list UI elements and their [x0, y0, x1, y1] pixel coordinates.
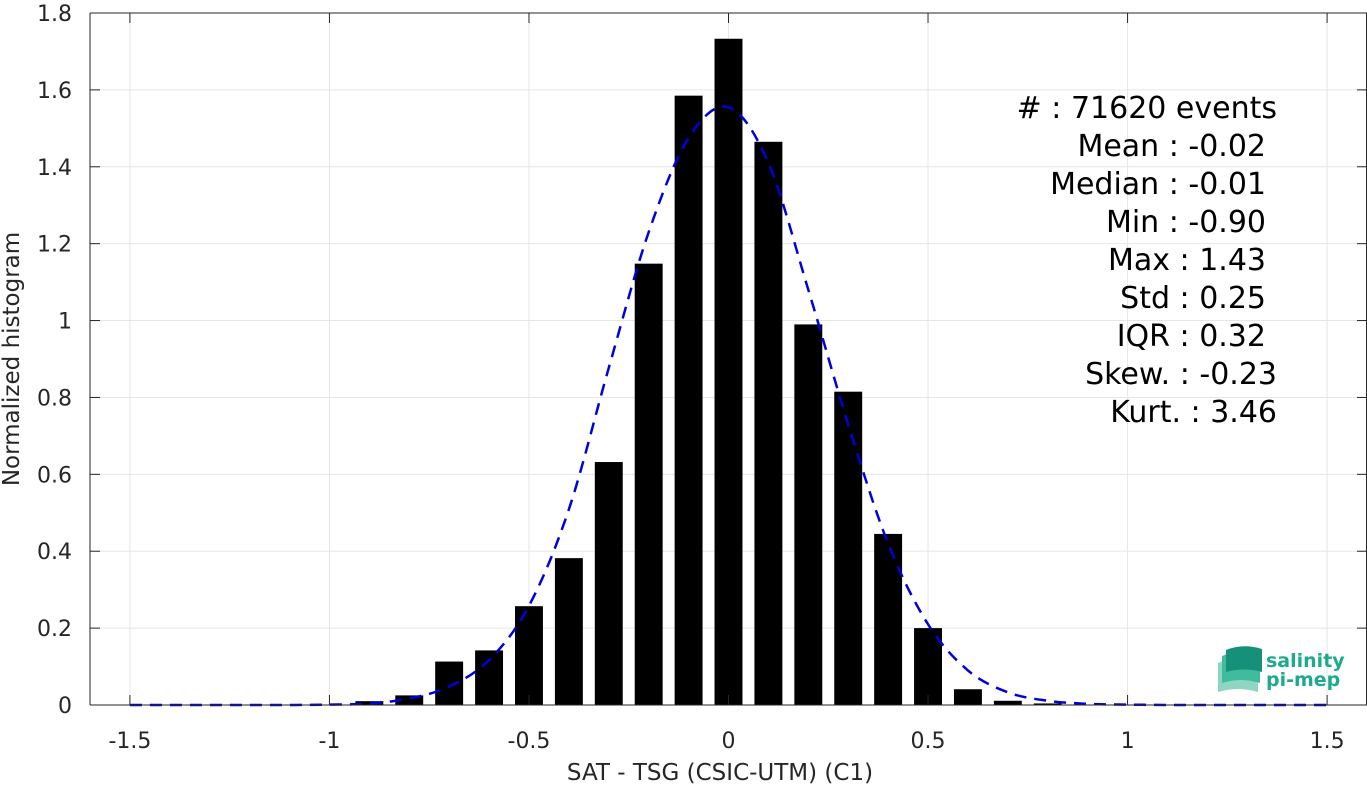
y-tick-label: 0.6	[37, 463, 72, 488]
x-tick-label: 1.5	[1310, 729, 1345, 754]
y-axis-ticks: 0 0.2 0.4 0.6 0.8 1 1.2 1.4 1.6 1.8	[37, 2, 1367, 719]
x-tick-label: -1.5	[108, 729, 151, 754]
histogram-bar	[515, 606, 543, 705]
histogram-bar	[754, 141, 783, 706]
y-tick-label: 1	[58, 310, 72, 335]
stat-kurt: Kurt. : 3.46	[1110, 395, 1277, 430]
histogram-bar	[874, 533, 903, 705]
histogram-bar	[395, 695, 424, 705]
stat-min: Min : -0.90	[1106, 205, 1266, 240]
salinity-pimep-logo: salinity pi-mep	[1218, 646, 1345, 692]
fit-curve	[129, 105, 1328, 707]
histogram-bar	[634, 263, 663, 705]
histogram-bar	[714, 38, 743, 706]
histogram-bar	[1033, 703, 1062, 705]
histogram-bar	[993, 700, 1022, 705]
x-tick-label: 1	[1121, 729, 1135, 754]
y-tick-label: 1.8	[37, 2, 72, 27]
stat-mean: Mean : -0.02	[1077, 129, 1266, 164]
x-axis-ticks: -1.5 -1 -0.5 0 0.5 1 1.5	[108, 13, 1345, 754]
x-axis-label: SAT - TSG (CSIC-UTM) (C1)	[567, 760, 873, 785]
x-tick-label: 0	[722, 729, 736, 754]
stat-std: Std : 0.25	[1120, 281, 1266, 316]
histogram-bar	[674, 95, 703, 705]
y-tick-label: 1.2	[37, 233, 72, 258]
y-axis-label: Normalized histogram	[0, 232, 25, 486]
stat-skew: Skew. : -0.23	[1085, 357, 1277, 392]
histogram-bar	[554, 558, 583, 705]
y-tick-label: 0.4	[37, 540, 72, 565]
histogram-bar	[794, 324, 823, 705]
x-tick-label: 0.5	[911, 729, 946, 754]
histogram-bar	[914, 628, 942, 705]
stat-count: # : 71620 events	[1017, 91, 1277, 126]
histogram-bar	[953, 689, 982, 705]
histogram-bar	[834, 391, 863, 705]
histogram-bar	[355, 701, 384, 705]
logo-line-2: pi-mep	[1266, 669, 1340, 691]
y-tick-label: 1.6	[37, 79, 72, 104]
y-tick-label: 1.4	[37, 156, 72, 181]
x-tick-label: -0.5	[508, 729, 551, 754]
wave-logo-icon	[1218, 646, 1262, 692]
x-tick-label: -1	[318, 729, 340, 754]
logo-line-1: salinity	[1266, 650, 1345, 672]
histogram-bars	[355, 38, 1062, 706]
histogram-bar	[594, 462, 623, 705]
stat-median: Median : -0.01	[1050, 167, 1266, 202]
y-tick-label: 0.2	[37, 617, 72, 642]
stats-box: # : 71620 events Mean : -0.02 Median : -…	[1017, 91, 1277, 430]
y-tick-label: 0	[58, 694, 72, 719]
stat-max: Max : 1.43	[1108, 243, 1266, 278]
stat-iqr: IQR : 0.32	[1117, 319, 1266, 354]
histogram-bar	[435, 661, 464, 705]
y-tick-label: 0.8	[37, 386, 72, 411]
